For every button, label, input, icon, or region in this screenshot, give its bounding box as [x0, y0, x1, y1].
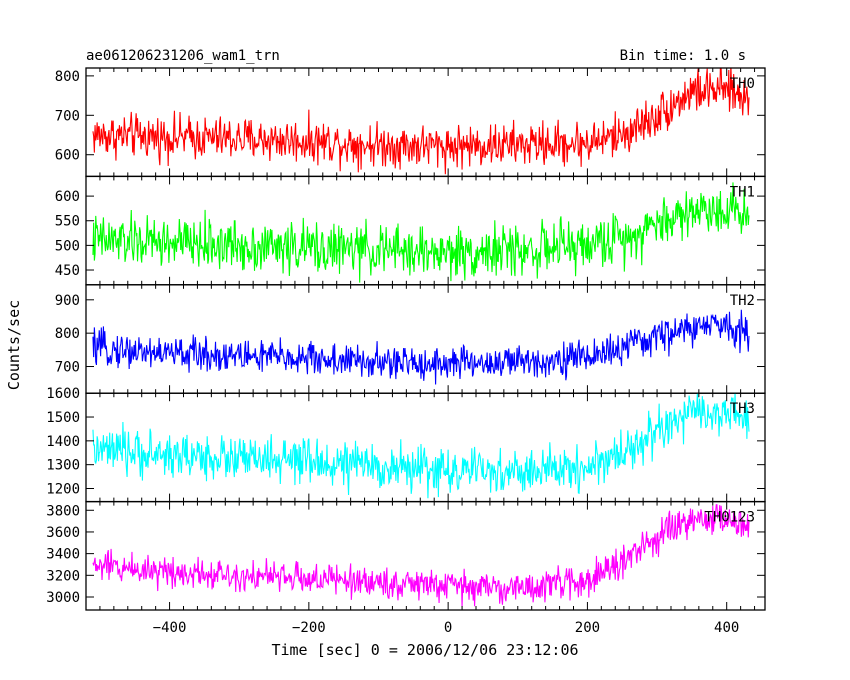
series-label-th3: TH3 — [730, 401, 755, 417]
series-label-th0123: TH0123 — [704, 510, 755, 526]
y-tick-label: 3200 — [46, 568, 80, 584]
series-line-th0 — [92, 68, 750, 175]
series-label-th2: TH2 — [730, 293, 755, 309]
series-line-th3 — [92, 393, 750, 499]
y-tick-label: 1600 — [46, 386, 80, 402]
x-tick-label: −400 — [153, 620, 187, 636]
panel-th2: 700 800 900 TH2 — [55, 284, 766, 394]
y-tick-label: 1400 — [46, 434, 80, 450]
x-axis-title: Time [sec] 0 = 2006/12/06 23:12:06 — [271, 641, 578, 659]
y-tick-label: 600 — [55, 189, 80, 205]
panel-th0123: 3000 3200 3400 3600 3800 TH0123 — [46, 500, 766, 611]
x-tick-label: 200 — [575, 620, 600, 636]
y-tick-label: 1200 — [46, 481, 80, 497]
y-tick-label: 450 — [55, 263, 80, 279]
y-tick-label: 800 — [55, 326, 80, 342]
panel-th3: 1200 1300 1400 1500 1600 TH3 — [46, 386, 766, 503]
y-tick-label: 700 — [55, 108, 80, 124]
y-tick-label: 550 — [55, 214, 80, 230]
y-tick-label: 800 — [55, 69, 80, 85]
y-tick-label: 600 — [55, 148, 80, 164]
y-tick-label: 700 — [55, 360, 80, 376]
x-tick-label: −200 — [292, 620, 326, 636]
panels-group: 600 700 800 TH0 450 500 550 600 TH1 700 800 900 TH2 1… — [46, 67, 766, 636]
y-tick-label: 1500 — [46, 410, 80, 426]
bin-time-label: Bin time: 1.0 s — [620, 48, 746, 64]
y-tick-label: 500 — [55, 238, 80, 254]
series-line-th0123 — [92, 504, 750, 607]
series-line-th2 — [92, 309, 750, 385]
series-label-th0: TH0 — [730, 76, 755, 92]
series-label-th1: TH1 — [730, 184, 755, 200]
series-line-th1 — [92, 182, 750, 283]
x-tick-label: 400 — [714, 620, 739, 636]
y-tick-label: 3800 — [46, 503, 80, 519]
y-axis-title: Counts/sec — [5, 300, 23, 390]
panel-th1: 450 500 550 600 TH1 — [55, 175, 766, 286]
y-tick-label: 3600 — [46, 525, 80, 541]
y-tick-label: 3000 — [46, 590, 80, 606]
y-tick-label: 1300 — [46, 458, 80, 474]
panel-frame — [85, 500, 766, 611]
y-tick-label: 900 — [55, 293, 80, 309]
chart-title: ae061206231206_wam1_trn — [86, 48, 280, 64]
x-tick-label: 0 — [444, 620, 452, 636]
y-tick-label: 3400 — [46, 547, 80, 563]
